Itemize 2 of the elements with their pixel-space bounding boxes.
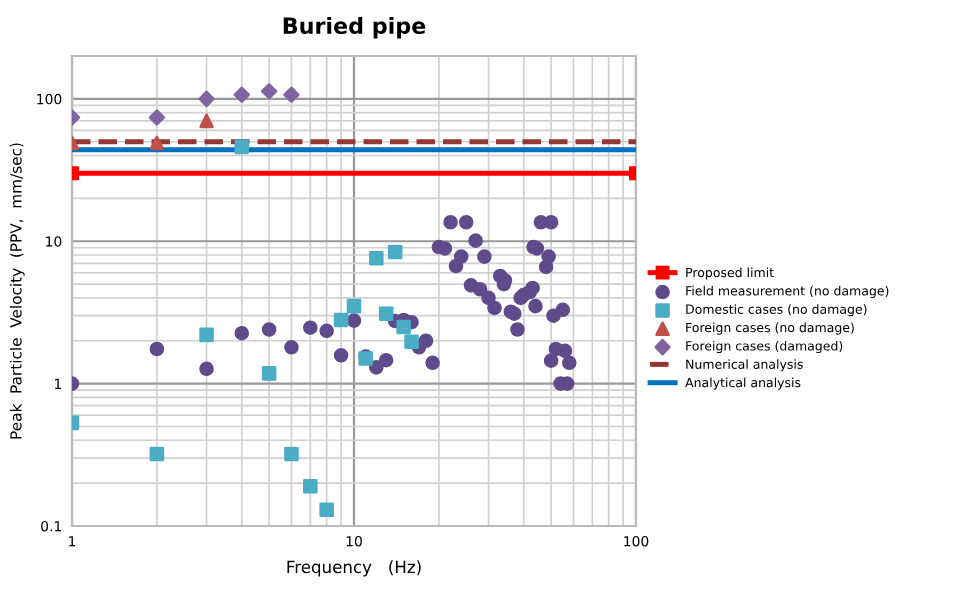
x-axis-title: Frequency (Hz): [287, 560, 421, 577]
chart-title: Buried pipe: [283, 16, 426, 39]
